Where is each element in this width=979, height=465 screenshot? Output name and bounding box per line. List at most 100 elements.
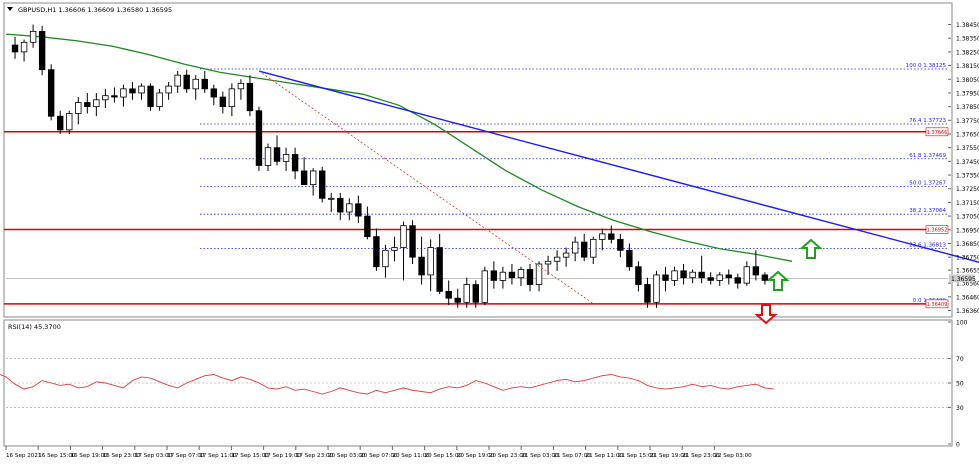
candle-body	[183, 74, 190, 90]
price-tick-label: 1.37550	[956, 145, 979, 152]
price-tick-label: 1.38250	[956, 49, 979, 56]
candle-body	[174, 74, 181, 87]
arrow-down-icon	[754, 304, 778, 325]
price-tick-label: 1.38050	[956, 77, 979, 84]
candle	[463, 277, 470, 308]
candle	[635, 261, 642, 292]
candle-body	[662, 274, 669, 281]
time-tick-label: 21 Sep 15:00	[618, 453, 656, 459]
candle-body	[156, 92, 163, 108]
candle-body	[635, 266, 642, 285]
rsi-header: RSI(14) 45.3700	[8, 323, 61, 331]
time-tick-label: 16 Sep 23:00	[103, 453, 141, 459]
candle-body	[418, 256, 425, 276]
candle-body	[409, 225, 416, 258]
candle	[391, 236, 398, 262]
candle	[517, 266, 525, 286]
candle	[102, 88, 109, 108]
price-tick-label: 1.36850	[956, 241, 979, 248]
price-tick-label: 1.37450	[956, 159, 979, 166]
price-tick-label: 1.38150	[956, 63, 979, 70]
candle-body	[102, 95, 109, 101]
candle	[11, 36, 19, 59]
candle-body	[364, 215, 371, 238]
candle-body	[337, 197, 344, 213]
candle-body	[255, 110, 263, 166]
time-tick-label: 20 Sep 11:00	[392, 453, 430, 459]
candle-body	[264, 147, 272, 166]
time-tick-label: 21 Sep 03:00	[521, 453, 559, 459]
candle-body	[228, 88, 236, 108]
bearish-trendline	[258, 70, 979, 263]
fib-level-label: 38.2 1.37064	[909, 208, 946, 214]
time-tick-label: 20 Sep 03:00	[328, 453, 366, 459]
candle	[156, 88, 163, 111]
candle	[29, 24, 37, 48]
price-tick-label: 1.37150	[956, 200, 979, 207]
candle	[454, 288, 461, 308]
candle	[192, 75, 199, 100]
candle-body	[436, 247, 443, 292]
candle-body	[490, 270, 498, 281]
candle-body	[382, 249, 389, 268]
price-tick-label: 1.37950	[956, 90, 979, 97]
candle-body	[581, 241, 588, 258]
candle-body	[562, 252, 570, 258]
candle	[680, 264, 687, 285]
price-tick-label: 1.36655	[956, 268, 979, 275]
candle	[20, 39, 28, 62]
candle	[553, 250, 561, 271]
candle-body	[761, 274, 769, 281]
candle	[653, 270, 660, 308]
candle	[129, 82, 136, 100]
candle-body	[553, 256, 561, 262]
price-tick-label: 1.36360	[956, 308, 979, 315]
candle	[147, 83, 154, 111]
candle-body	[707, 277, 714, 281]
candle	[66, 110, 73, 134]
candle-body	[355, 203, 362, 217]
candle	[346, 198, 353, 221]
candle	[237, 79, 245, 100]
candle	[571, 236, 579, 262]
candle-body	[571, 241, 579, 254]
fib-level-label: 23.6 1.36813	[909, 243, 946, 249]
current-price-label: 1.36595	[951, 276, 976, 283]
fib-level-label: 50.0 1.37267	[909, 180, 946, 186]
candle	[355, 195, 362, 223]
candle	[111, 87, 118, 103]
price-tick-label: 1.37650	[956, 132, 979, 139]
candle	[309, 168, 317, 196]
price-tick-label: 1.38450	[956, 22, 979, 29]
rsi-tick-label: 30	[956, 405, 964, 412]
collapse-triangle-icon[interactable]	[7, 7, 13, 11]
price-tick-label: 1.37350	[956, 173, 979, 180]
candle	[246, 75, 254, 117]
candle	[75, 97, 82, 125]
candle	[418, 236, 425, 285]
candle	[264, 143, 272, 171]
candle	[689, 269, 696, 284]
candle	[201, 71, 208, 93]
fib-level-label: 61.8 1.37469	[909, 153, 946, 159]
price-tick-label: 1.37050	[956, 214, 979, 221]
rsi-tick-label: 100	[956, 320, 968, 327]
time-tick-label: 20 Sep 07:00	[360, 453, 398, 459]
price-tick-label: 1.37850	[956, 104, 979, 111]
rsi-layer: 100 70 50 30 0	[0, 320, 968, 449]
candle-body	[608, 233, 615, 240]
fib-level-label: 76.4 1.37723	[909, 118, 946, 124]
candle-body	[716, 274, 723, 281]
candle-body	[237, 82, 245, 90]
candle	[599, 228, 606, 251]
candle	[337, 192, 344, 221]
arrow-up-icon	[766, 270, 790, 291]
time-tick-label: 16 Sep 2021	[6, 453, 42, 459]
horizontal-level-label: 1.36952	[927, 228, 948, 234]
candle	[120, 84, 127, 107]
candle	[725, 269, 732, 285]
candle-body	[535, 263, 543, 285]
candle	[373, 228, 380, 271]
candle	[282, 147, 290, 171]
candle	[47, 64, 55, 121]
